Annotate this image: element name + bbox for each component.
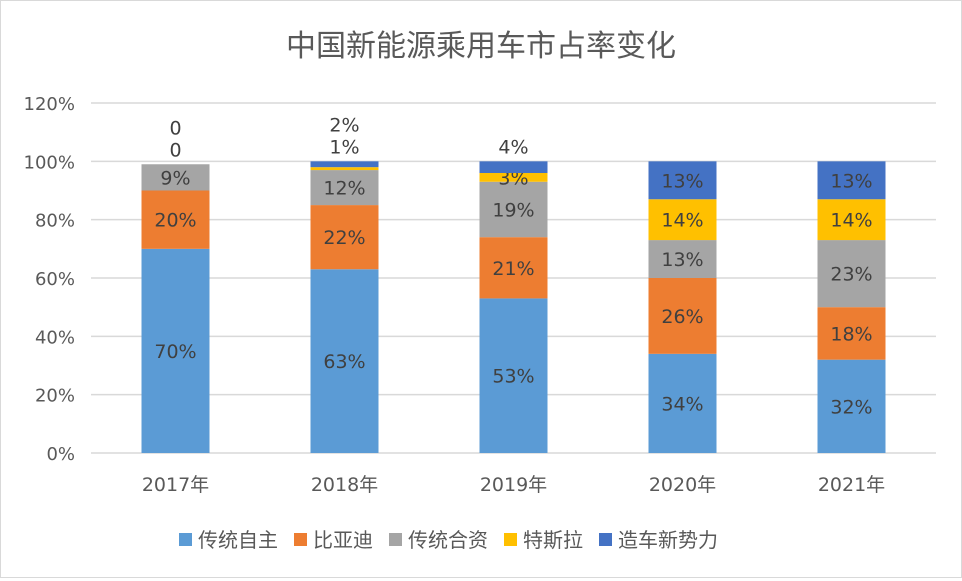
bar-segment — [479, 161, 548, 173]
x-tick-label: 2017年 — [142, 474, 209, 496]
bar-segment — [310, 161, 379, 168]
y-tick-label: 80% — [35, 211, 75, 232]
data-label: 4% — [498, 136, 528, 158]
data-label: 26% — [661, 306, 703, 328]
bar-segment — [648, 278, 717, 354]
data-label: 13% — [661, 170, 703, 192]
x-tick-label: 2018年 — [311, 474, 378, 496]
bar-segment — [817, 307, 886, 360]
data-label: 70% — [154, 341, 196, 363]
legend-label: 比亚迪 — [313, 528, 373, 552]
bar-segment — [141, 164, 210, 191]
data-label: 9% — [160, 167, 190, 189]
legend-swatch — [294, 533, 307, 546]
bar-segment — [479, 181, 548, 238]
bar-segment — [817, 161, 886, 200]
data-label: 23% — [830, 264, 872, 286]
x-tick-label: 2020年 — [649, 474, 716, 496]
bar-segment — [648, 353, 717, 453]
legend-label: 特斯拉 — [523, 528, 583, 552]
data-label: 0 — [169, 139, 181, 161]
bar-segment — [817, 199, 886, 241]
legend-swatch — [389, 533, 402, 546]
bar-segment — [648, 161, 717, 200]
chart-title: 中国新能源乘用车市占率变化 — [286, 29, 676, 64]
data-label: 20% — [154, 210, 196, 232]
bar-segment — [141, 190, 210, 249]
data-label: 21% — [492, 258, 534, 280]
y-tick-label: 100% — [24, 152, 75, 173]
y-tick-label: 120% — [24, 94, 75, 115]
x-tick-label: 2019年 — [480, 474, 547, 496]
data-label: 19% — [492, 199, 534, 221]
bar-segment — [310, 170, 379, 206]
bar-segment — [817, 359, 886, 453]
data-label: 34% — [661, 393, 703, 415]
bar-segment — [648, 240, 717, 278]
bar-segment — [817, 240, 886, 308]
bar-segment — [310, 269, 379, 453]
data-label: 53% — [492, 366, 534, 388]
data-label: 12% — [323, 178, 365, 200]
legend-label: 传统合资 — [408, 528, 488, 552]
y-tick-label: 20% — [35, 386, 75, 407]
bar-segment — [648, 199, 717, 241]
data-label: 13% — [661, 249, 703, 271]
bar-segment — [479, 173, 548, 182]
legend-swatch — [179, 533, 192, 546]
bar-segment — [141, 248, 210, 453]
data-label: 32% — [830, 396, 872, 418]
data-label: 1% — [329, 136, 359, 158]
bar-segment — [310, 205, 379, 270]
bar-segment — [479, 298, 548, 453]
y-tick-label: 40% — [35, 327, 75, 348]
y-tick-label: 60% — [35, 269, 75, 290]
data-label: 13% — [830, 170, 872, 192]
legend-label: 传统自主 — [198, 528, 278, 552]
data-label: 14% — [830, 210, 872, 232]
bar-segment — [479, 237, 548, 299]
data-label: 0 — [169, 117, 181, 139]
bar-segment — [310, 167, 379, 171]
data-label: 18% — [830, 323, 872, 345]
data-label: 22% — [323, 227, 365, 249]
legend-swatch — [599, 533, 612, 546]
legend-label: 造车新势力 — [618, 528, 718, 552]
legend-swatch — [504, 533, 517, 546]
data-label: 14% — [661, 210, 703, 232]
data-label: 2% — [329, 114, 359, 136]
x-tick-label: 2021年 — [818, 474, 885, 496]
y-tick-label: 0% — [46, 444, 75, 465]
data-label: 63% — [323, 351, 365, 373]
